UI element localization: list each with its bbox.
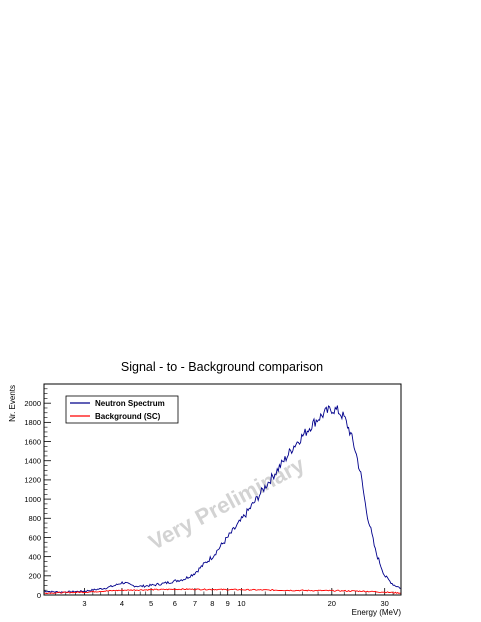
y-tick-label: 1800 (24, 418, 41, 427)
legend: Neutron Spectrum Background (SC) (65, 395, 179, 424)
y-tick-label: 1600 (24, 437, 41, 446)
series-line-neutron-spectrum (43, 405, 402, 594)
x-tick-label: 30 (381, 599, 389, 608)
chart-title: Signal - to - Background comparison (121, 360, 323, 374)
y-tick-label: 0 (37, 591, 41, 600)
series-line-background-sc (43, 588, 402, 595)
plot-area: 0 200 400 600 800 1000 1200 1400 1600 1800 2000 3 4 5… (24, 388, 402, 608)
x-tick-label: 10 (237, 599, 245, 608)
x-tick-label: 9 (226, 599, 230, 608)
x-tick-label: 8 (210, 599, 214, 608)
y-tick-label: 1200 (24, 476, 41, 485)
y-axis-label: Nr. Events (8, 385, 17, 422)
y-tick-label: 2000 (24, 399, 41, 408)
legend-label-neutron: Neutron Spectrum (95, 399, 165, 408)
y-tick-label: 1000 (24, 495, 41, 504)
x-tick-label: 7 (193, 599, 197, 608)
x-tick-label: 3 (82, 599, 86, 608)
y-tick-label: 600 (28, 533, 41, 542)
y-tick-label: 400 (28, 552, 41, 561)
y-tick-label: 800 (28, 514, 41, 523)
x-tick-label: 6 (173, 599, 177, 608)
y-tick-label: 200 (28, 572, 41, 581)
x-tick-label: 4 (120, 599, 124, 608)
plot-frame (43, 383, 402, 596)
legend-box (65, 395, 179, 424)
x-axis-label: Energy (MeV) (352, 608, 402, 617)
y-tick-label: 1400 (24, 457, 41, 466)
x-tick-label: 20 (328, 599, 336, 608)
x-tick-label: 5 (149, 599, 153, 608)
legend-label-background: Background (SC) (95, 412, 161, 421)
watermark: Very Preliminary (144, 452, 309, 555)
